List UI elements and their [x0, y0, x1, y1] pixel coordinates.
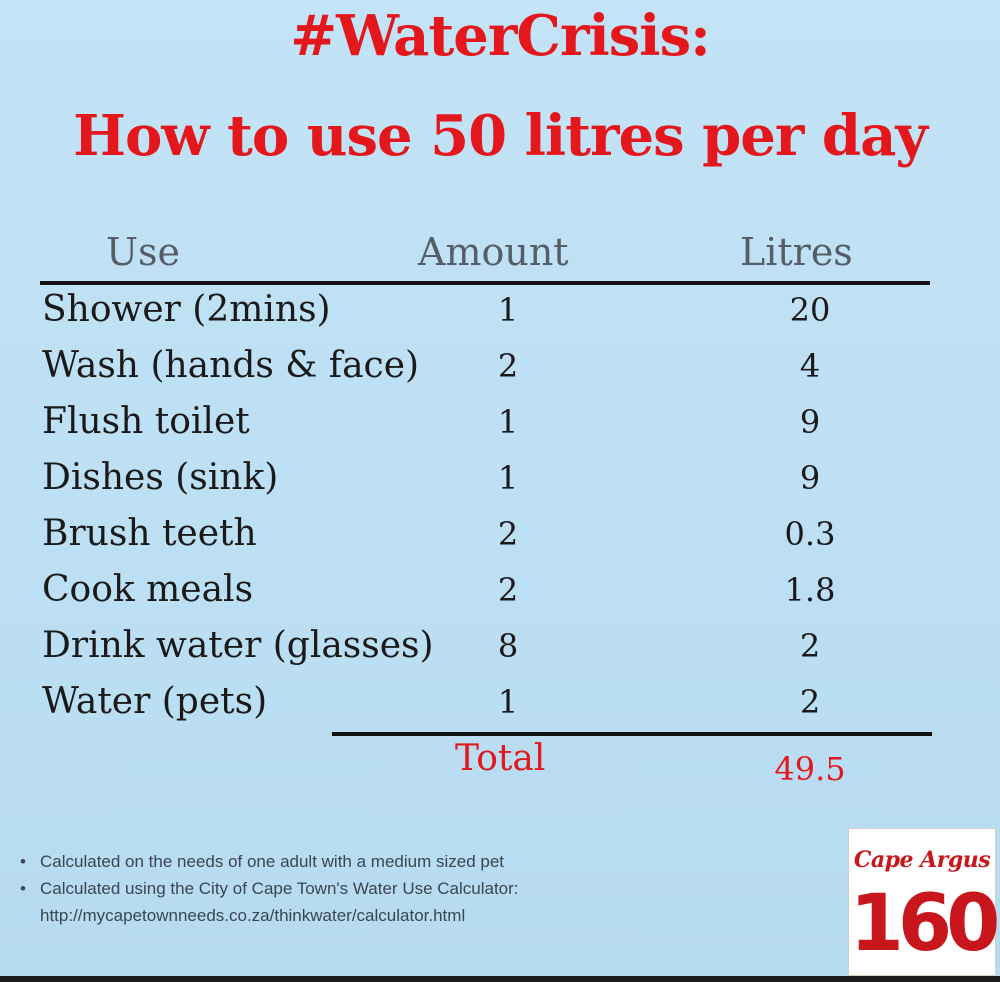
footnotes: • Calculated on the needs of one adult w…: [20, 848, 820, 929]
row-amount: 1: [497, 683, 519, 721]
row-litres: 9: [799, 403, 821, 441]
row-amount: 2: [497, 571, 519, 609]
row-litres: 20: [789, 291, 831, 329]
footnote-item: • Calculated on the needs of one adult w…: [20, 848, 820, 875]
total-value: 49.5: [774, 750, 846, 788]
column-header-litres: Litres: [740, 230, 853, 274]
row-use: Dishes (sink): [42, 457, 279, 498]
table-row: Brush teeth 2 0.3: [0, 509, 1000, 565]
logo-number: 160: [849, 879, 1000, 969]
title-hashtag: #WaterCrisis:: [290, 3, 711, 69]
table-row: Shower (2mins) 1 20: [0, 285, 1000, 341]
row-amount: 8: [497, 627, 519, 665]
table-row: Dishes (sink) 1 9: [0, 453, 1000, 509]
row-use: Brush teeth: [42, 513, 257, 554]
calculator-url: http://mycapetownneeds.co.za/thinkwater/…: [40, 906, 466, 925]
table-row: Wash (hands & face) 2 4: [0, 341, 1000, 397]
table-row: Drink water (glasses) 8 2: [0, 621, 1000, 677]
row-litres: 0.3: [784, 515, 836, 553]
total-divider: [332, 732, 932, 736]
row-amount: 1: [497, 403, 519, 441]
column-header-amount: Amount: [418, 230, 569, 274]
table-row: Flush toilet 1 9: [0, 397, 1000, 453]
row-litres: 9: [799, 459, 821, 497]
table-row: Cook meals 2 1.8: [0, 565, 1000, 621]
row-litres: 1.8: [784, 571, 836, 609]
row-amount: 1: [497, 459, 519, 497]
footnote-text: Calculated using the City of Cape Town's…: [40, 879, 519, 898]
row-amount: 1: [497, 291, 519, 329]
row-litres: 2: [799, 683, 821, 721]
row-amount: 2: [497, 515, 519, 553]
bottom-border: [0, 976, 1000, 982]
header-divider: [40, 281, 930, 285]
row-amount: 2: [497, 347, 519, 385]
bullet-icon: •: [20, 879, 26, 898]
row-use: Water (pets): [42, 681, 268, 722]
footnote-text: Calculated on the needs of one adult wit…: [40, 852, 505, 871]
title-headline: How to use 50 litres per day: [73, 103, 928, 169]
column-header-use: Use: [106, 230, 181, 274]
footnote-item: • Calculated using the City of Cape Town…: [20, 875, 820, 902]
row-use: Shower (2mins): [42, 289, 331, 330]
row-use: Cook meals: [42, 569, 254, 610]
row-use: Wash (hands & face): [42, 345, 420, 386]
table-row: Water (pets) 1 2: [0, 677, 1000, 733]
cape-argus-logo: Cape Argus 160: [848, 828, 1000, 976]
logo-name: Cape Argus: [853, 847, 991, 873]
row-litres: 4: [799, 347, 821, 385]
total-label: Total: [455, 738, 546, 779]
row-litres: 2: [799, 627, 821, 665]
row-use: Drink water (glasses): [42, 625, 434, 666]
bullet-icon: •: [20, 852, 26, 871]
row-use: Flush toilet: [42, 401, 250, 442]
